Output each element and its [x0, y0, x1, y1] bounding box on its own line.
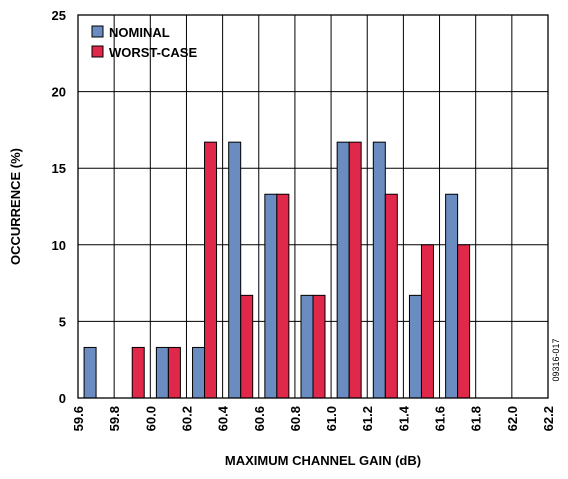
x-tick-label: 62.2	[541, 406, 556, 431]
bar-worst-case-61.6-61.8	[457, 244, 471, 399]
x-tick-label: 59.6	[71, 406, 86, 431]
y-tick-label: 20	[52, 85, 66, 100]
bar-nominal-61.6-61.8	[445, 193, 459, 399]
x-tick-label: 61.4	[396, 405, 411, 431]
bar-nominal-60.4-60.6	[228, 141, 242, 399]
bar-worst-case-60.2-60.4	[204, 141, 218, 399]
bar-worst-case-60.8-61.0	[312, 294, 326, 399]
bar-nominal-61.0-61.2	[336, 141, 350, 399]
x-tick-label: 60.4	[216, 405, 231, 431]
y-tick-labels: 0 5 10 15 20 25	[52, 8, 66, 406]
x-axis-title: MAXIMUM CHANNEL GAIN (dB)	[225, 453, 421, 468]
x-tick-label: 60.2	[179, 406, 194, 431]
bar-worst-case-59.8-60.0	[131, 346, 145, 399]
bar-nominal-60.0-60.2	[155, 346, 169, 399]
x-tick-label: 59.8	[107, 406, 122, 431]
bars	[83, 141, 471, 399]
y-tick-label: 5	[59, 314, 66, 329]
bar-nominal-61.2-61.4	[372, 141, 386, 399]
bar-worst-case-61.0-61.2	[348, 141, 362, 399]
y-tick-label: 0	[59, 391, 66, 406]
x-tick-label: 60.8	[288, 406, 303, 431]
plot-frame	[77, 14, 549, 399]
legend-label-nominal: NOMINAL	[109, 25, 170, 40]
y-tick-label: 10	[52, 238, 66, 253]
bar-worst-case-60.0-60.2	[167, 346, 181, 399]
bar-worst-case-61.4-61.6	[420, 244, 434, 399]
x-tick-labels: 59.6 59.8 60.0 60.2 60.4 60.6 60.8 61.0 61.2 61.4…	[71, 405, 556, 431]
figure-id: 09316-017	[551, 338, 561, 381]
y-tick-label: 25	[52, 8, 66, 23]
bar-nominal-59.6-59.8	[83, 346, 97, 399]
x-tick-label: 61.6	[433, 406, 448, 431]
bar-worst-case-61.2-61.4	[384, 193, 398, 399]
bar-nominal-60.2-60.4	[192, 346, 206, 399]
bar-nominal-60.6-60.8	[264, 193, 278, 399]
legend-swatch-nominal	[91, 25, 104, 38]
legend: NOMINAL WORST-CASE	[91, 25, 197, 60]
x-tick-label: 60.6	[252, 406, 267, 431]
bar-nominal-61.4-61.6	[408, 294, 422, 399]
x-tick-label: 61.2	[360, 406, 375, 431]
x-tick-label: 60.0	[143, 406, 158, 431]
x-tick-label: 61.0	[324, 406, 339, 431]
y-tick-label: 15	[52, 161, 66, 176]
x-tick-label: 62.0	[505, 406, 520, 431]
legend-swatch-worst-case	[91, 45, 104, 58]
legend-label-worst-case: WORST-CASE	[109, 45, 197, 60]
y-axis-title: OCCURRENCE (%)	[8, 148, 23, 265]
bar-worst-case-60.6-60.8	[276, 193, 290, 399]
bar-nominal-60.8-61.0	[300, 294, 314, 399]
bar-worst-case-60.4-60.6	[240, 294, 254, 399]
x-tick-label: 61.8	[469, 406, 484, 431]
